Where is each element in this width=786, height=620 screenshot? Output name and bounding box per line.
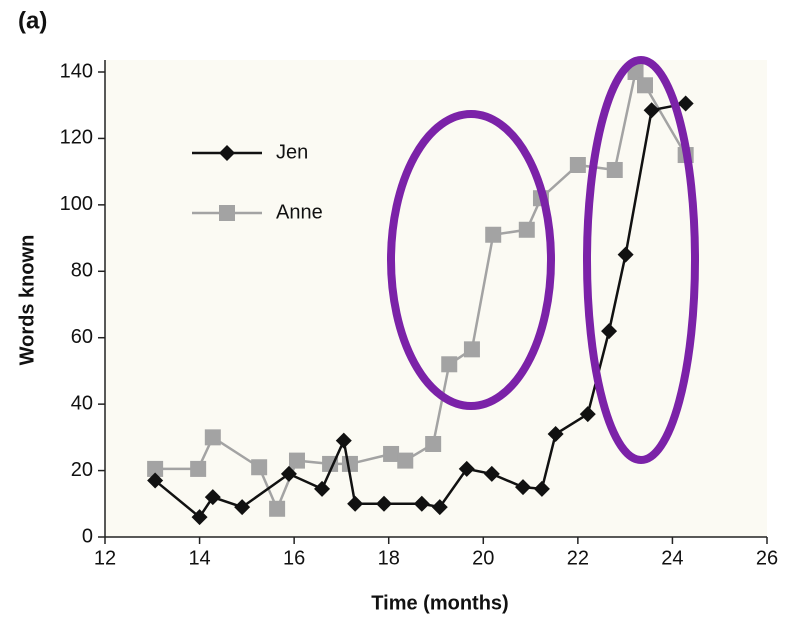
data-point — [425, 436, 442, 452]
y-tick-label: 100 — [60, 193, 93, 215]
data-point — [191, 509, 208, 526]
y-tick-label: 0 — [82, 525, 93, 547]
data-point — [485, 226, 502, 243]
data-point — [280, 465, 297, 482]
legend-label: Anne — [276, 201, 323, 223]
data-point — [458, 460, 475, 477]
legend: Jen Anne — [192, 141, 323, 223]
data-point — [204, 429, 221, 446]
data-point — [483, 465, 500, 482]
x-tick-label: 14 — [188, 547, 210, 569]
x-tick-label: 24 — [661, 547, 683, 569]
data-point — [579, 406, 596, 423]
data-point — [569, 157, 586, 173]
y-tick-label: 60 — [71, 326, 93, 348]
x-tick-label: 20 — [472, 547, 494, 569]
y-tick-label: 20 — [71, 459, 93, 481]
x-tick-label: 26 — [756, 547, 778, 569]
data-point — [533, 480, 550, 497]
x-tick-label: 22 — [567, 547, 589, 569]
data-point — [463, 341, 480, 358]
data-point — [617, 246, 634, 263]
x-axis-label: Time (months) — [371, 592, 508, 614]
legend-marker — [219, 145, 235, 161]
marks — [147, 64, 694, 526]
y-tick-label: 80 — [71, 260, 93, 282]
data-point — [341, 455, 358, 472]
y-tick-label: 40 — [71, 392, 93, 414]
data-point — [204, 489, 221, 506]
data-point — [383, 445, 400, 462]
data-point — [147, 472, 164, 489]
data-point — [547, 426, 564, 443]
data-point — [269, 500, 286, 517]
data-point — [347, 495, 364, 512]
legend-label: Jen — [276, 141, 308, 163]
plot-background — [105, 60, 767, 537]
y-tick-label: 140 — [60, 60, 93, 82]
data-point — [375, 495, 392, 512]
data-point — [335, 432, 352, 449]
highlight-ellipse — [583, 56, 699, 464]
data-point — [637, 77, 654, 94]
highlight-ellipse — [387, 110, 555, 410]
data-point — [413, 495, 430, 512]
data-point — [677, 95, 694, 112]
data-point — [643, 102, 660, 119]
data-point — [147, 460, 164, 477]
data-point — [251, 459, 268, 476]
data-point — [397, 452, 414, 469]
y-tick-label: 120 — [60, 127, 93, 149]
data-point — [314, 480, 331, 497]
data-point — [515, 479, 532, 496]
x-tick-label: 16 — [283, 547, 305, 569]
data-point — [518, 221, 535, 238]
panel-label: (a) — [18, 7, 47, 34]
x-tick-label: 18 — [378, 547, 400, 569]
x-tick-label: 12 — [94, 547, 116, 569]
data-point — [234, 499, 251, 516]
legend-marker — [219, 205, 235, 221]
y-axis-label: Words known — [16, 235, 38, 366]
data-point — [441, 356, 458, 373]
data-point — [190, 460, 207, 477]
data-point — [431, 499, 448, 516]
data-point — [288, 452, 305, 469]
data-point — [601, 323, 618, 340]
data-point — [606, 161, 623, 178]
